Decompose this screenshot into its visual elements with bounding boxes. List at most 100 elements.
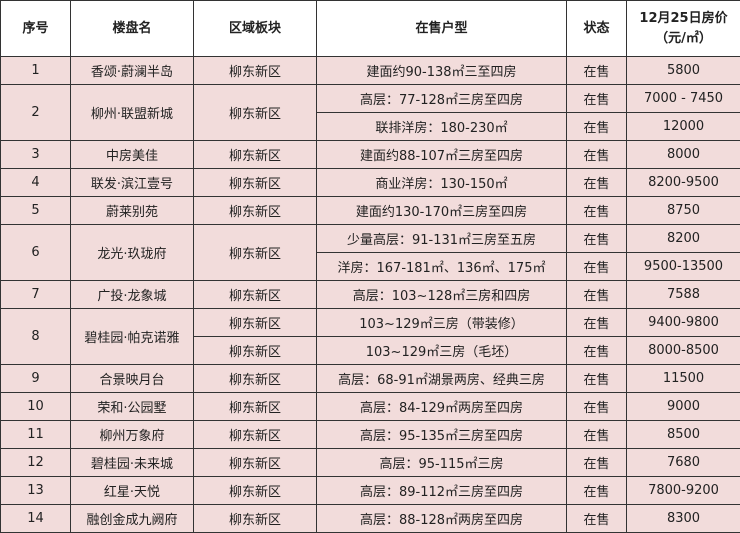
unit-type: 103~129㎡三房（带装修）: [317, 309, 567, 337]
row-id: 3: [1, 141, 71, 169]
unit-type: 高层：95-115㎡三房: [317, 449, 567, 477]
unit-type: 高层：95-135㎡三房至四房: [317, 421, 567, 449]
property-name: 荣和·公园墅: [71, 393, 194, 421]
header-id: 序号: [1, 1, 71, 57]
status: 在售: [567, 169, 627, 197]
price: 8000: [627, 141, 740, 169]
area: 柳东新区: [194, 141, 317, 169]
area: 柳东新区: [194, 169, 317, 197]
header-area: 区域板块: [194, 1, 317, 57]
property-name: 龙光·玖珑府: [71, 225, 194, 281]
row-id: 7: [1, 281, 71, 309]
area: 柳东新区: [194, 281, 317, 309]
area: 柳东新区: [194, 505, 317, 533]
row-id: 13: [1, 477, 71, 505]
unit-type: 建面约90-138㎡三至四房: [317, 57, 567, 85]
status: 在售: [567, 505, 627, 533]
unit-type: 联排洋房：180-230㎡: [317, 113, 567, 141]
price: 8200: [627, 225, 740, 253]
property-name: 碧桂园·帕克诺雅: [71, 309, 194, 365]
area: 柳东新区: [194, 309, 317, 337]
header-price: 12月25日房价（元/㎡）: [627, 1, 740, 57]
row-id: 6: [1, 225, 71, 281]
price: 8000-8500: [627, 337, 740, 365]
status: 在售: [567, 309, 627, 337]
area: 柳东新区: [194, 477, 317, 505]
status: 在售: [567, 225, 627, 253]
status: 在售: [567, 477, 627, 505]
unit-type: 洋房：167-181㎡、136㎡、175㎡: [317, 253, 567, 281]
unit-type: 高层：84-129㎡两房至四房: [317, 393, 567, 421]
price: 7800-9200: [627, 477, 740, 505]
row-id: 5: [1, 197, 71, 225]
row-id: 11: [1, 421, 71, 449]
status: 在售: [567, 141, 627, 169]
price: 8300: [627, 505, 740, 533]
unit-type: 建面约88-107㎡三房至四房: [317, 141, 567, 169]
property-name: 香颂·蔚澜半岛: [71, 57, 194, 85]
property-name: 柳州·联盟新城: [71, 85, 194, 141]
price: 5800: [627, 57, 740, 85]
area: 柳东新区: [194, 85, 317, 141]
price: 7000 - 7450: [627, 85, 740, 113]
status: 在售: [567, 57, 627, 85]
header-row: 序号 楼盘名 区域板块 在售户型 状态 12月25日房价（元/㎡）: [1, 1, 740, 57]
unit-type: 高层：68-91㎡湖景两房、经典三房: [317, 365, 567, 393]
row-id: 8: [1, 309, 71, 365]
status: 在售: [567, 197, 627, 225]
property-name: 红星·天悦: [71, 477, 194, 505]
unit-type: 高层：88-128㎡两房至四房: [317, 505, 567, 533]
row-id: 10: [1, 393, 71, 421]
status: 在售: [567, 85, 627, 113]
area: 柳东新区: [194, 337, 317, 365]
property-name: 柳州万象府: [71, 421, 194, 449]
status: 在售: [567, 337, 627, 365]
property-name: 融创金成九阙府: [71, 505, 194, 533]
area: 柳东新区: [194, 365, 317, 393]
area: 柳东新区: [194, 421, 317, 449]
unit-type: 商业洋房：130-150㎡: [317, 169, 567, 197]
price: 8500: [627, 421, 740, 449]
unit-type: 高层：89-112㎡三房至四房: [317, 477, 567, 505]
row-id: 9: [1, 365, 71, 393]
status: 在售: [567, 253, 627, 281]
property-name: 合景映月台: [71, 365, 194, 393]
property-name: 蔚莱别苑: [71, 197, 194, 225]
row-id: 12: [1, 449, 71, 477]
price: 12000: [627, 113, 740, 141]
price: 8750: [627, 197, 740, 225]
row-id: 2: [1, 85, 71, 141]
row-id: 4: [1, 169, 71, 197]
price: 9000: [627, 393, 740, 421]
area: 柳东新区: [194, 393, 317, 421]
property-name: 联发·滨江壹号: [71, 169, 194, 197]
header-price-line2: （元/㎡）: [627, 29, 740, 49]
property-name: 碧桂园·未来城: [71, 449, 194, 477]
price: 8200-9500: [627, 169, 740, 197]
unit-type: 少量高层：91-131㎡三房至五房: [317, 225, 567, 253]
unit-type: 建面约130-170㎡三房至四房: [317, 197, 567, 225]
area: 柳东新区: [194, 57, 317, 85]
area: 柳东新区: [194, 449, 317, 477]
status: 在售: [567, 421, 627, 449]
header-name: 楼盘名: [71, 1, 194, 57]
status: 在售: [567, 449, 627, 477]
price: 7680: [627, 449, 740, 477]
status: 在售: [567, 393, 627, 421]
status: 在售: [567, 113, 627, 141]
